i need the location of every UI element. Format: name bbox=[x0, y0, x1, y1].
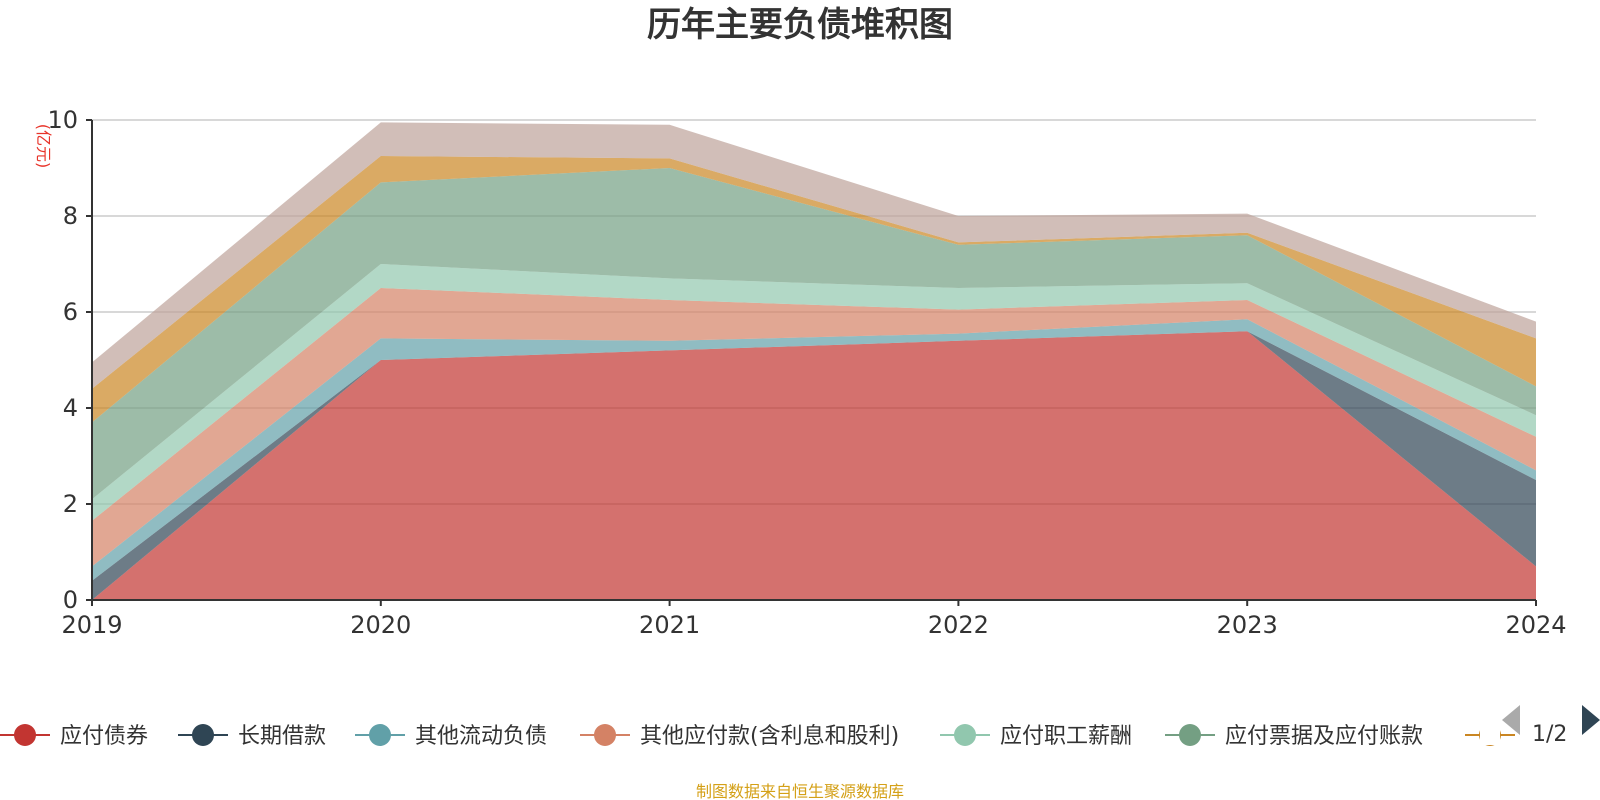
legend-label: 应付职工薪酬 bbox=[1000, 724, 1132, 749]
x-tick-label: 2022 bbox=[928, 611, 989, 639]
legend-label: 应付债券 bbox=[60, 724, 148, 749]
legend-marker bbox=[594, 724, 616, 746]
legend-marker bbox=[954, 724, 976, 746]
area-series-1 bbox=[92, 331, 1536, 600]
legend-item[interactable]: 应付票据及应付账款 bbox=[1165, 724, 1423, 749]
legend-item[interactable]: 应付债券 bbox=[0, 724, 148, 749]
legend-label: 应付票据及应付账款 bbox=[1225, 724, 1423, 749]
legend-marker bbox=[369, 724, 391, 746]
y-tick-label: 8 bbox=[63, 202, 78, 230]
x-tick-label: 2019 bbox=[61, 611, 122, 639]
legend-page-indicator: 1/2 bbox=[1532, 722, 1567, 747]
legend-item[interactable]: 应付职工薪酬 bbox=[940, 724, 1132, 749]
legend-item[interactable]: 其他应付款(含利息和股利) bbox=[580, 724, 899, 749]
x-tick-label: 2023 bbox=[1217, 611, 1278, 639]
next-page-icon[interactable] bbox=[1582, 705, 1600, 735]
x-tick-label: 2024 bbox=[1505, 611, 1566, 639]
legend-label: 长期借款 bbox=[238, 724, 326, 749]
y-tick-label: 2 bbox=[63, 490, 78, 518]
legend-label: 其他流动负债 bbox=[415, 724, 547, 749]
area-series-8 bbox=[92, 122, 1536, 389]
chart-title: 历年主要负债堆积图 bbox=[647, 5, 953, 45]
legend-marker bbox=[192, 724, 214, 746]
legend-clip bbox=[1480, 705, 1500, 745]
plot-areas bbox=[92, 122, 1536, 600]
legend-marker bbox=[14, 724, 36, 746]
legend: 应付债券 长期借款 其他流动负债 其他应付款(含利息和股利) 应付职工薪酬 应付票据及应付… bbox=[0, 705, 1515, 749]
data-source-note: 制图数据来自恒生聚源数据库 bbox=[696, 782, 904, 800]
legend-item[interactable]: 其他流动负债 bbox=[355, 724, 547, 749]
y-axis-unit-label: (亿元) bbox=[34, 124, 53, 169]
legend-marker bbox=[1179, 724, 1201, 746]
axes: 0 2 4 6 8 10 2019 2020 2021 2022 2023 2024 bbox=[47, 106, 1566, 639]
legend-label: 其他应付款(含利息和股利) bbox=[640, 724, 899, 749]
x-tick-label: 2020 bbox=[350, 611, 411, 639]
y-tick-label: 4 bbox=[63, 394, 78, 422]
y-tick-label: 6 bbox=[63, 298, 78, 326]
prev-page-icon[interactable] bbox=[1502, 705, 1520, 735]
x-tick-label: 2021 bbox=[639, 611, 700, 639]
y-tick-label: 0 bbox=[63, 586, 78, 614]
legend-pager: 1/2 bbox=[1502, 705, 1600, 747]
legend-item[interactable]: 长期借款 bbox=[178, 724, 326, 749]
area-series-6 bbox=[92, 168, 1536, 500]
y-tick-label: 10 bbox=[47, 106, 78, 134]
